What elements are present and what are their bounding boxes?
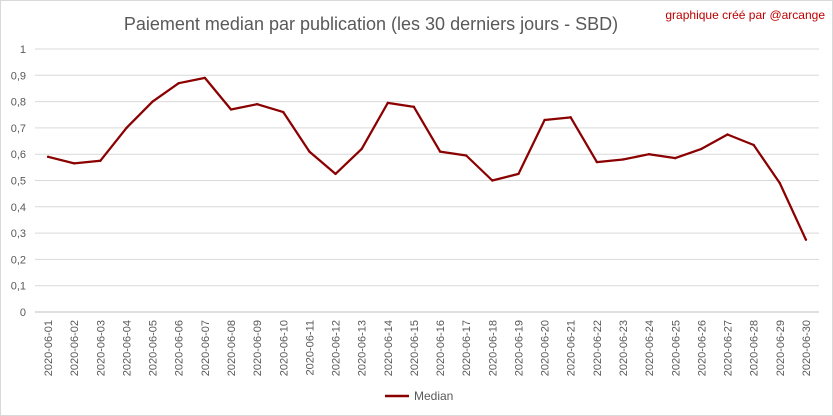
x-tick-label: 2020-06-12 <box>331 320 343 376</box>
data-point <box>569 116 572 119</box>
y-tick-label: 0,5 <box>11 176 26 188</box>
data-point <box>621 158 625 161</box>
x-tick-label: 2020-06-29 <box>775 320 787 376</box>
data-point <box>517 172 520 176</box>
x-tick-label: 2020-06-04 <box>121 320 133 376</box>
x-tick-label: 2020-06-23 <box>618 320 630 376</box>
data-point <box>412 105 416 109</box>
series-line-median <box>46 76 808 241</box>
chart-credit: graphique créé par @arcange <box>665 8 825 22</box>
x-tick-label: 2020-06-08 <box>226 320 238 376</box>
y-tick-label: 0 <box>20 307 26 319</box>
x-tick-label: 2020-06-22 <box>592 320 604 376</box>
y-axis-ticks: 0 0,1 0,2 0,3 0,4 0,5 0,6 0,7 0,8 0,9 1 <box>11 44 26 319</box>
data-point <box>360 147 363 151</box>
x-tick-label: 2020-06-11 <box>304 320 316 375</box>
x-tick-label: 2020-06-15 <box>409 320 421 376</box>
x-tick-label: 2020-06-26 <box>696 320 708 376</box>
data-point <box>151 100 154 103</box>
x-tick-label: 2020-06-25 <box>670 320 682 376</box>
data-point <box>674 156 677 160</box>
x-tick-label: 2020-06-24 <box>644 320 656 376</box>
x-tick-label: 2020-06-27 <box>723 320 735 376</box>
x-tick-label: 2020-06-07 <box>200 320 212 376</box>
x-tick-label: 2020-06-17 <box>461 320 473 376</box>
data-point <box>125 126 128 130</box>
y-tick-label: 0,6 <box>11 149 26 161</box>
data-point <box>229 108 233 111</box>
y-tick-label: 0,9 <box>11 70 26 82</box>
data-point <box>308 150 311 153</box>
data-point <box>595 160 599 164</box>
series-group <box>46 76 808 241</box>
data-point <box>491 179 494 182</box>
x-tick-label: 2020-06-02 <box>69 320 81 376</box>
x-tick-label: 2020-06-21 <box>566 320 578 376</box>
data-point <box>73 162 76 165</box>
y-tick-label: 0,7 <box>11 123 26 135</box>
y-tick-label: 0,4 <box>11 202 26 214</box>
data-point <box>804 238 808 241</box>
legend: Median <box>385 389 453 403</box>
x-tick-label: 2020-06-28 <box>749 320 761 376</box>
x-tick-label: 2020-06-16 <box>435 320 447 376</box>
data-point <box>203 76 207 80</box>
y-tick-label: 0,8 <box>11 97 26 109</box>
data-point <box>778 181 781 185</box>
x-tick-label: 2020-06-19 <box>513 320 525 376</box>
x-tick-label: 2020-06-01 <box>43 320 55 376</box>
x-tick-label: 2020-06-20 <box>540 320 552 376</box>
data-point <box>700 147 703 151</box>
data-point <box>334 172 337 176</box>
data-point <box>99 159 102 162</box>
x-tick-label: 2020-06-10 <box>278 320 290 376</box>
x-axis-ticks: 2020-06-01 2020-06-02 2020-06-03 2020-06-04… <box>43 320 813 376</box>
data-point <box>647 153 651 156</box>
y-tick-label: 0,2 <box>11 254 26 266</box>
data-point <box>46 155 50 159</box>
legend-label-median: Median <box>414 389 453 403</box>
y-tick-label: 0,3 <box>11 228 26 240</box>
data-point <box>282 110 285 114</box>
x-tick-label: 2020-06-03 <box>95 320 107 376</box>
data-point <box>255 103 259 106</box>
data-point <box>726 133 729 136</box>
data-point <box>438 150 442 153</box>
y-tick-label: 0,1 <box>11 281 26 293</box>
x-tick-label: 2020-06-30 <box>801 320 813 376</box>
data-point <box>752 143 755 147</box>
x-tick-label: 2020-06-06 <box>174 320 186 376</box>
data-point <box>465 154 468 157</box>
y-tick-label: 1 <box>20 44 26 56</box>
x-tick-label: 2020-06-13 <box>357 320 369 376</box>
x-tick-label: 2020-06-18 <box>487 320 499 376</box>
x-tick-label: 2020-06-09 <box>252 320 264 376</box>
chart-title: Paiement median par publication (les 30 … <box>124 14 618 34</box>
x-tick-label: 2020-06-05 <box>148 320 160 376</box>
gridlines <box>35 48 819 313</box>
data-point <box>543 118 546 122</box>
data-point <box>177 81 180 85</box>
data-point <box>386 101 389 105</box>
x-tick-label: 2020-06-14 <box>383 320 395 376</box>
